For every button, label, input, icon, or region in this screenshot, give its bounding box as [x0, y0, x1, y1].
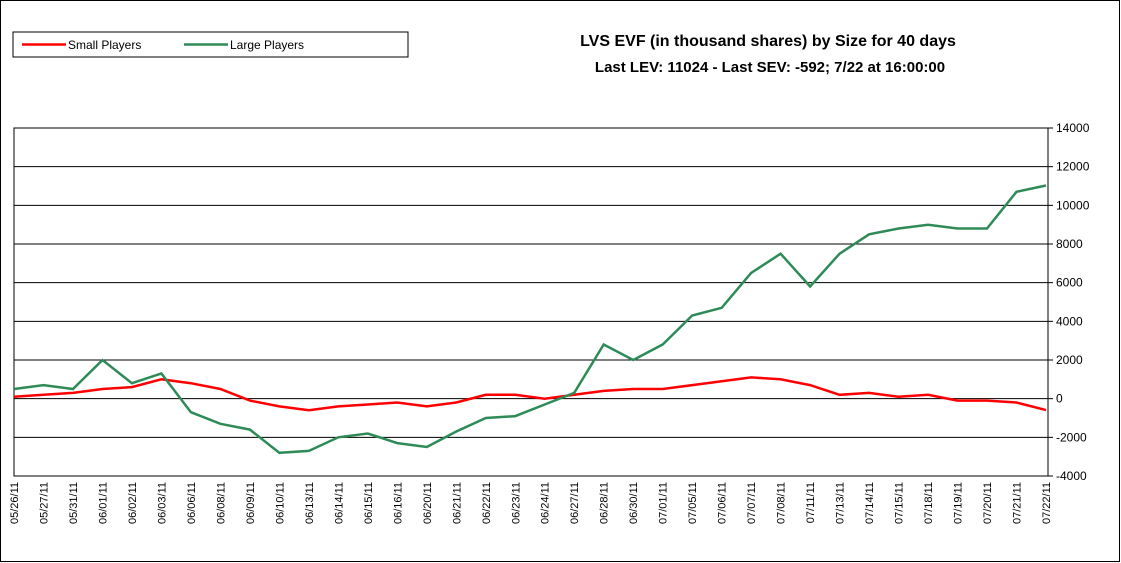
chart-title: LVS EVF (in thousand shares) by Size for… [580, 33, 956, 50]
x-tick-label: 07/14/11 [864, 482, 876, 524]
series-line [13, 376, 1047, 412]
x-tick-label: 05/27/11 [38, 482, 50, 524]
y-tick-label: 8000 [1056, 237, 1083, 251]
x-tick-label: 06/14/11 [333, 482, 345, 524]
x-tick-label: 06/09/11 [245, 482, 257, 524]
x-tick-label: 07/21/11 [1012, 482, 1024, 524]
x-tick-label: 06/10/11 [274, 482, 286, 524]
x-tick-label: 06/27/11 [569, 482, 581, 524]
x-tick-label: 06/20/11 [422, 482, 434, 524]
x-tick-label: 05/31/11 [68, 482, 80, 524]
x-tick-label: 07/18/11 [923, 482, 935, 524]
x-tick-label: 07/19/11 [953, 482, 965, 524]
chart-subtitle: Last LEV: 11024 - Last SEV: -592; 7/22 a… [595, 59, 945, 76]
x-tick-label: 06/02/11 [127, 482, 139, 524]
x-tick-label: 06/08/11 [215, 482, 227, 524]
y-tick-label: 4000 [1056, 314, 1083, 328]
x-tick-label: 06/15/11 [363, 482, 375, 524]
x-tick-label: 05/26/11 [9, 482, 21, 524]
y-tick-label: 6000 [1056, 276, 1083, 290]
y-tick-label: 2000 [1056, 353, 1083, 367]
legend-label: Large Players [230, 38, 304, 52]
x-tick-label: 07/11/11 [805, 482, 817, 523]
x-tick-label: 07/08/11 [776, 482, 788, 524]
x-tick-label: 06/16/11 [392, 482, 404, 524]
x-tick-label: 06/24/11 [540, 482, 552, 524]
x-tick-label: 07/01/11 [658, 482, 670, 524]
y-tick-label: -4000 [1056, 469, 1087, 483]
legend-label: Small Players [68, 38, 141, 52]
x-tick-label: 07/15/11 [894, 482, 906, 524]
x-tick-label: 07/05/11 [687, 482, 699, 524]
x-tick-label: 06/22/11 [481, 482, 493, 524]
y-tick-label: 12000 [1056, 160, 1090, 174]
y-tick-label: 14000 [1056, 121, 1090, 135]
x-tick-label: 06/03/11 [156, 482, 168, 524]
x-tick-label: 06/13/11 [304, 482, 316, 524]
y-tick-label: -2000 [1056, 430, 1087, 444]
x-tick-label: 06/01/11 [97, 482, 109, 524]
x-tick-label: 06/30/11 [628, 482, 640, 524]
y-tick-label: 0 [1056, 392, 1063, 406]
x-tick-label: 07/20/11 [982, 482, 994, 524]
x-tick-label: 07/13/11 [835, 482, 847, 524]
series-line [13, 184, 1047, 455]
x-tick-label: 06/06/11 [186, 482, 198, 524]
y-tick-label: 10000 [1056, 198, 1090, 212]
x-tick-label: 07/07/11 [746, 482, 758, 524]
x-tick-label: 06/21/11 [451, 482, 463, 524]
x-tick-label: 07/06/11 [717, 482, 729, 524]
x-tick-label: 06/23/11 [510, 482, 522, 524]
x-tick-label: 06/28/11 [599, 482, 611, 524]
x-tick-label: 07/22/11 [1041, 482, 1053, 524]
